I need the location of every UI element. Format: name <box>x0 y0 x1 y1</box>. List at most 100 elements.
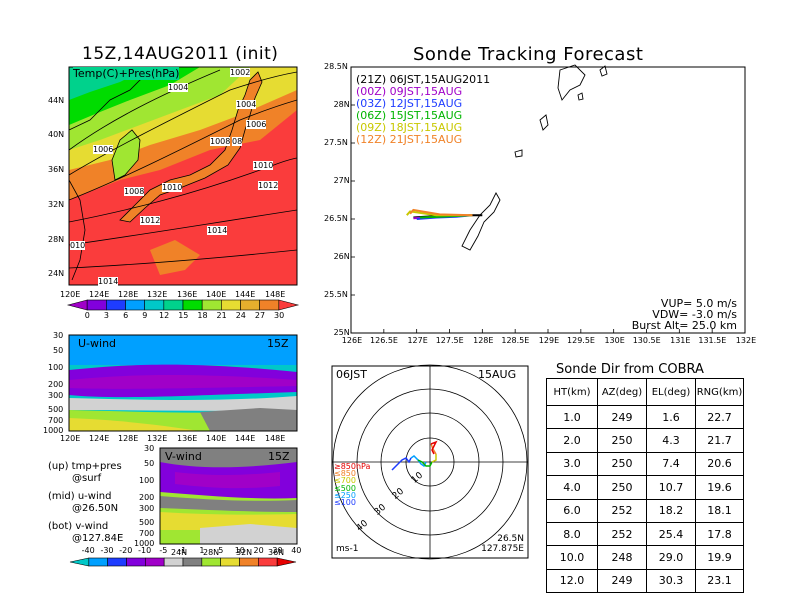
track-series-line <box>419 214 473 219</box>
cell-rng: 20.6 <box>695 451 744 477</box>
u-ytick: 200 <box>48 380 64 389</box>
cell-el: 30.3 <box>646 568 696 594</box>
map-title: 15Z,14AUG2011 (init) <box>82 44 279 64</box>
island-outline <box>577 92 584 101</box>
map-panel-label: Temp(C)+Pres(hPa) <box>73 67 180 80</box>
radar-lat: 26.5N <box>497 534 524 544</box>
map-xtick: 148E <box>265 290 286 299</box>
colorbar-swatch <box>125 299 145 311</box>
sonde-dir-table: HT(km) AZ(deg) EL(deg) RNG(km) 1.0 249 1… <box>546 378 744 594</box>
cell-az: 252 <box>597 498 647 523</box>
colorbar-swatch <box>220 557 240 567</box>
tracking-legend-item: (03Z) 12JST,15AUG <box>356 97 463 110</box>
tracking-title: Sonde Tracking Forecast <box>413 44 644 65</box>
v-ytick: 1000 <box>134 539 155 548</box>
cell-rng: 23.1 <box>695 568 744 594</box>
cell-rng: 22.7 <box>695 404 744 430</box>
colorbar-tick: 18 <box>197 311 208 320</box>
tracking-legend-item: (09Z) 18JST,15AUG <box>356 121 463 134</box>
header-az: AZ(deg) <box>597 378 647 406</box>
isobar-label: 1014 <box>98 277 119 286</box>
colorbar-swatch <box>126 557 146 567</box>
table-row: 4.0 250 10.7 19.6 <box>546 475 744 500</box>
map-xtick: 120E <box>60 290 81 299</box>
isobar-label: 1002 <box>230 68 251 77</box>
colorbar-tick: 9 <box>142 311 148 320</box>
v-xtick: 36N <box>268 548 285 557</box>
colorbar-swatch <box>145 557 165 567</box>
tracking-xtick: 130E <box>604 336 625 345</box>
u-xtick: 140E <box>206 434 227 443</box>
v-wind-label: V-wind <box>165 450 202 463</box>
colorbar-tick: 3 <box>103 311 110 320</box>
cell-ht: 2.0 <box>546 428 598 453</box>
colorbar-swatch <box>201 299 222 311</box>
colorbar-swatch <box>182 299 203 311</box>
colorbar-swatch <box>107 557 127 567</box>
radar-legend-item: ≤500 <box>334 484 356 493</box>
radar-legend-item: ≤250 <box>334 491 356 500</box>
tracking-legend-item: (06Z) 15JST,15AUG <box>356 109 463 122</box>
cell-rng: 19.6 <box>695 475 744 500</box>
track-series-line <box>416 214 473 220</box>
map-ytick: 40N <box>48 130 65 139</box>
island-outline <box>539 114 549 131</box>
v-xtick: 32N <box>236 548 253 557</box>
radar-legend-item: ≤850 <box>334 469 356 478</box>
cell-az: 250 <box>597 475 647 500</box>
tracking-legend-item: (00Z) 09JST,15AUG <box>356 85 463 98</box>
island-outline <box>461 192 501 251</box>
isobar-label: 1004 <box>168 83 189 92</box>
v-ytick: 100 <box>139 476 155 485</box>
table-row: 12.0 249 30.3 23.1 <box>546 568 744 594</box>
colorbar-tick: 40 <box>291 546 302 555</box>
table-row: 6.0 252 18.2 18.1 <box>546 498 744 523</box>
u-wind-panel <box>68 334 298 432</box>
colorbar-swatch <box>86 299 107 311</box>
u-ytick: 30 <box>53 331 64 340</box>
table-row: 1.0 249 1.6 22.7 <box>546 404 744 430</box>
isobar-label: 1010 <box>162 183 183 192</box>
map-xtick: 132E <box>147 290 168 299</box>
tracking-xtick: 129.5E <box>567 336 595 345</box>
cell-rng: 19.9 <box>695 545 744 570</box>
tracking-legend-item: (12Z) 21JST,15AUG <box>356 133 463 146</box>
map-ytick: 44N <box>48 96 65 105</box>
header-ht: HT(km) <box>546 378 598 406</box>
radar-legend-item: ≤700 <box>334 476 356 485</box>
colorbar-swatch <box>182 557 203 567</box>
cell-ht: 10.0 <box>546 545 598 570</box>
isobar-label: 1004 <box>236 100 257 109</box>
header-el: EL(deg) <box>646 378 696 406</box>
radar-legend-item: ≤100 <box>334 498 356 507</box>
param-vup: VUP= 5.0 m/s <box>660 297 737 310</box>
island-outline <box>557 64 586 101</box>
colorbar-swatch <box>278 299 300 311</box>
island-outline <box>514 149 523 158</box>
colorbar-swatch <box>69 557 90 567</box>
tracking-xtick: 127E <box>407 336 428 345</box>
v-ytick: 500 <box>139 518 155 527</box>
ring-label: 20 <box>390 486 407 502</box>
colorbar-tick: 12 <box>159 311 170 320</box>
tracking-ytick: 26.5N <box>324 214 348 223</box>
cell-az: 249 <box>597 404 647 430</box>
tracking-legend-item: (21Z) 06JST,15AUG2011 <box>356 73 491 86</box>
colorbar-tick: 1 <box>199 546 205 555</box>
cell-el: 25.4 <box>646 521 696 547</box>
colorbar-swatch <box>66 299 88 311</box>
u-xtick: 144E <box>235 434 256 443</box>
colorbar-tick: 21 <box>216 311 227 320</box>
tracking-xtick: 126E <box>341 336 363 345</box>
tracking-xtick: 131E <box>670 336 691 345</box>
cell-az: 250 <box>597 451 647 477</box>
colorbar-tick: 0 <box>84 311 90 320</box>
cell-az: 249 <box>597 568 647 594</box>
colorbar-tick: -40 <box>81 546 95 555</box>
colorbar-tick: -5 <box>159 546 168 555</box>
track-series-line <box>413 214 473 220</box>
map-ytick: 24N <box>48 269 65 278</box>
colorbar-swatch <box>201 557 221 567</box>
colorbar-swatch <box>258 557 278 567</box>
u-xtick: 148E <box>265 434 286 443</box>
